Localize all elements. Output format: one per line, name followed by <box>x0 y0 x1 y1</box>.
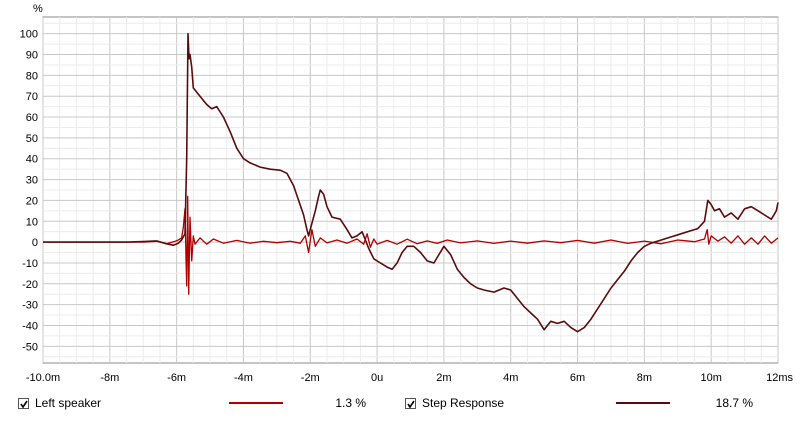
x-tick-label: 2m <box>436 372 451 384</box>
grid <box>42 17 779 363</box>
left-speaker-value: 1.3 % <box>335 396 366 410</box>
x-tick-label: -8m <box>100 372 119 384</box>
legend-step-response: Step Response <box>405 394 504 412</box>
y-tick-label: -30 <box>22 300 38 312</box>
step-response-swatch <box>616 402 670 404</box>
y-tick-label: 70 <box>26 91 38 103</box>
y-tick-label: 100 <box>20 29 38 41</box>
y-axis-label: % <box>33 3 43 15</box>
y-tick-label: 80 <box>26 70 38 82</box>
left-speaker-checkbox[interactable] <box>18 397 29 409</box>
x-tick-label: 6m <box>570 372 585 384</box>
y-tick-label: 30 <box>26 175 38 187</box>
y-tick-label: -20 <box>22 279 38 291</box>
x-tick-label: -4m <box>234 372 253 384</box>
series-line-left-speaker <box>43 195 779 295</box>
x-tick-labels: -10.0m -8m -6m -4m -2m 0u 2m 4m 6m 8m 10m 12ms <box>26 372 794 384</box>
check-icon <box>407 400 415 408</box>
y-tick-label: 90 <box>26 50 38 62</box>
x-tick-label: 4m <box>503 372 518 384</box>
series-layer <box>43 32 779 333</box>
y-tick-label: 40 <box>26 154 38 166</box>
x-tick-label: 0u <box>371 372 383 384</box>
y-tick-label: 0 <box>32 237 38 249</box>
x-tick-label: 8m <box>637 372 652 384</box>
check-icon <box>20 400 28 408</box>
step-response-value: 18.7 % <box>715 396 753 410</box>
x-tick-label: 12ms <box>766 372 793 384</box>
step-response-checkbox[interactable] <box>405 397 416 409</box>
step-response-label: Step Response <box>422 396 505 410</box>
y-tick-label: 50 <box>26 133 38 145</box>
x-tick-label: -10.0m <box>26 372 60 384</box>
series-line-step-response <box>43 32 779 333</box>
legend-left-speaker: Left speaker <box>18 394 101 412</box>
x-tick-label: -2m <box>301 372 320 384</box>
y-tick-label: -40 <box>22 320 38 332</box>
y-tick-label: 10 <box>26 216 38 228</box>
y-tick-label: -10 <box>22 258 38 270</box>
x-tick-label: 10m <box>700 372 721 384</box>
y-tick-label: 60 <box>26 112 38 124</box>
y-tick-label: -50 <box>22 341 38 353</box>
left-speaker-swatch <box>229 402 283 404</box>
y-tick-label: 20 <box>26 195 38 207</box>
x-tick-label: -6m <box>167 372 186 384</box>
left-speaker-label: Left speaker <box>35 396 102 410</box>
